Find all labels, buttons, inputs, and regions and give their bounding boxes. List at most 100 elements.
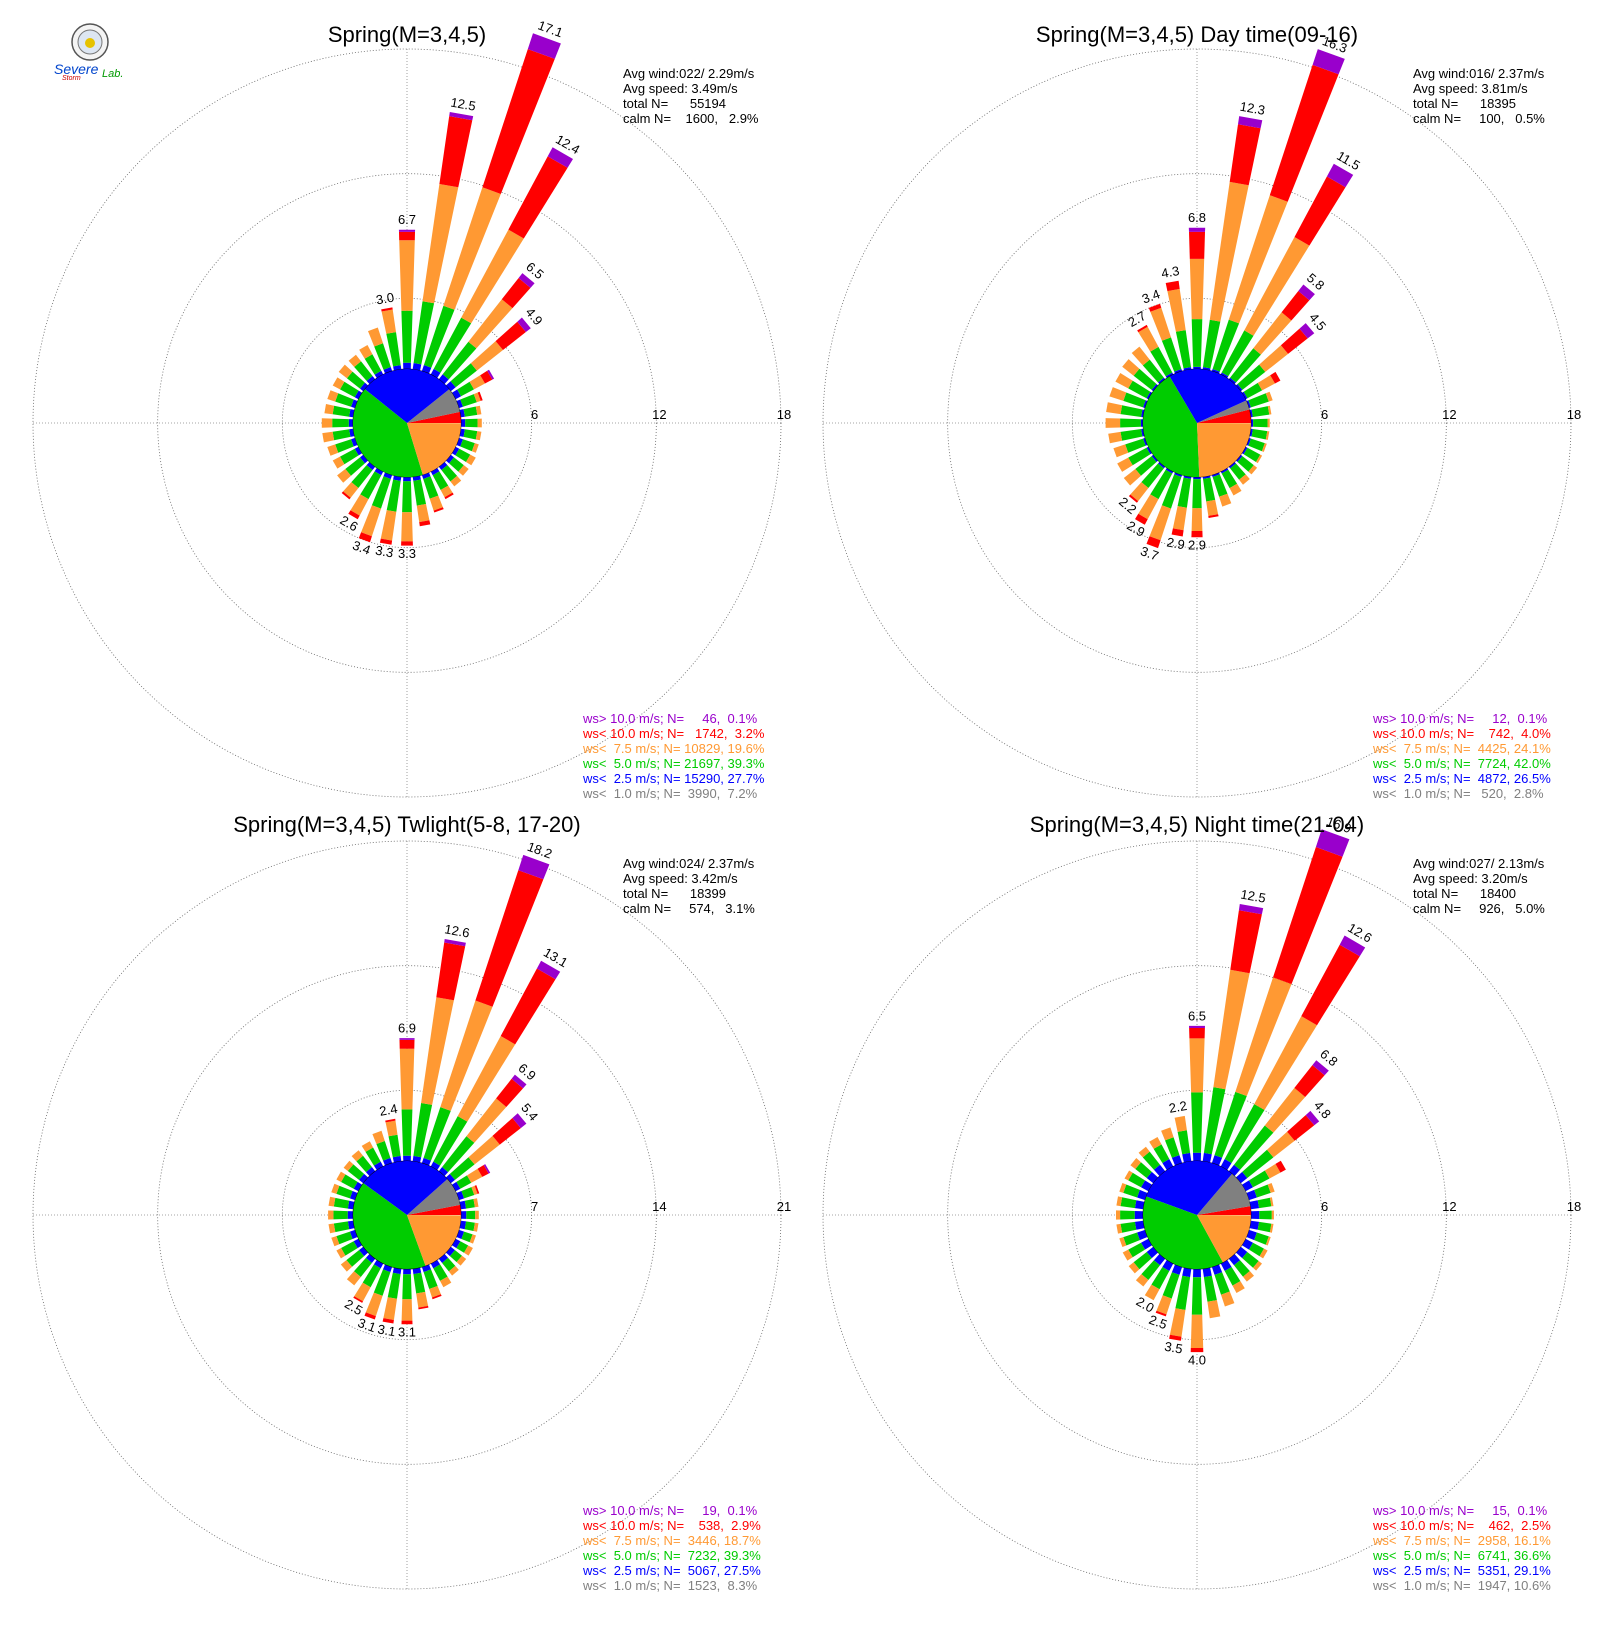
bar-segment <box>511 1074 527 1089</box>
bar-segment <box>399 1048 415 1110</box>
bar-value-label: 2.9 <box>1188 538 1206 553</box>
bar-segment <box>1248 465 1258 475</box>
direction-bar <box>1106 402 1145 418</box>
bar-segment <box>423 1107 451 1161</box>
pie-slice <box>1197 1206 1252 1215</box>
bar-segment <box>346 371 365 389</box>
bar-segment <box>1123 1184 1140 1198</box>
ring-label: 12 <box>1442 407 1456 422</box>
bar-segment <box>353 1238 363 1249</box>
bar-segment <box>1257 375 1275 391</box>
bar-segment <box>459 409 465 418</box>
bar-segment <box>464 1199 475 1209</box>
stat-line: calm N= 100, 0.5% <box>1413 111 1545 126</box>
bar-segment <box>1169 1334 1182 1341</box>
bar-segment <box>335 439 354 453</box>
bar-segment <box>1146 536 1161 549</box>
bar-segment <box>423 1269 438 1289</box>
bar-segment <box>473 392 481 403</box>
bar-segment <box>1214 1272 1230 1295</box>
bar-segment <box>402 481 412 513</box>
bar-segment <box>401 310 413 363</box>
bar-value-label: 4.3 <box>1160 263 1180 281</box>
direction-bar <box>451 446 476 466</box>
bar-segment <box>1234 1260 1250 1277</box>
bar-segment <box>421 365 432 374</box>
bar-segment <box>1294 176 1346 246</box>
bar-segment <box>1138 494 1159 520</box>
bar-segment <box>385 1120 398 1137</box>
bar-segment <box>1305 1110 1320 1126</box>
pie-slice <box>353 1183 426 1269</box>
legend-entry: ws< 10.0 m/s; N= 1742, 3.2% <box>582 726 765 741</box>
bar-segment <box>381 307 393 312</box>
bar-segment <box>1130 1158 1141 1169</box>
bar-segment <box>446 454 454 464</box>
bar-value-label: 3.3 <box>374 543 394 561</box>
bar-segment <box>346 1250 365 1267</box>
bar-segment <box>1143 400 1148 409</box>
bar-segment <box>1156 1295 1172 1315</box>
bar-segment <box>466 1210 476 1220</box>
legend-entry: ws< 2.5 m/s; N= 5067, 27.5% <box>582 1563 761 1578</box>
bar-segment <box>1165 467 1174 474</box>
bar-segment <box>456 1241 469 1253</box>
bar-segment <box>1120 1210 1135 1220</box>
bar-value-label: 6.9 <box>398 1021 416 1036</box>
bar-segment <box>1174 369 1183 374</box>
bar-segment <box>1275 1160 1286 1173</box>
direction-bar <box>446 317 531 392</box>
direction-bar <box>1188 227 1206 369</box>
bar-segment <box>440 1000 493 1111</box>
direction-bar <box>1161 1127 1183 1166</box>
range-ring <box>1071 297 1323 549</box>
bar-segment <box>1182 1267 1192 1278</box>
bar-segment <box>1267 1183 1275 1193</box>
direction-bar <box>1249 1197 1274 1210</box>
bar-segment <box>1273 847 1343 985</box>
bar-segment <box>385 1118 396 1123</box>
bar-segment <box>335 393 354 407</box>
direction-bar <box>332 377 363 400</box>
direction-bar <box>1124 1170 1153 1192</box>
direction-bar <box>1228 462 1250 485</box>
bar-segment <box>340 381 359 398</box>
bar-segment <box>336 1231 353 1245</box>
bar-segment <box>1138 1146 1150 1158</box>
pie-slice <box>1142 376 1200 478</box>
bar-segment <box>439 116 473 188</box>
direction-bar <box>459 405 482 418</box>
direction-bar <box>336 1171 363 1192</box>
bar-segment <box>1162 1259 1174 1271</box>
direction-bar <box>1251 1210 1274 1220</box>
direction-bar <box>412 1267 429 1310</box>
bar-segment <box>1123 392 1146 408</box>
direction-bar <box>459 428 482 441</box>
bar-segment <box>1254 1184 1271 1198</box>
bar-segment <box>469 375 485 390</box>
bar-segment <box>1120 405 1143 417</box>
bar-segment <box>1246 1189 1257 1201</box>
bar-segment <box>386 332 401 367</box>
direction-bar <box>358 472 393 543</box>
bar-segment <box>460 394 477 407</box>
bar-segment <box>547 147 573 168</box>
bar-segment <box>419 520 431 527</box>
bar-value-label: 3.1 <box>356 1315 378 1335</box>
bar-segment <box>473 1198 479 1208</box>
bar-segment <box>475 870 544 1007</box>
bar-segment <box>354 390 363 400</box>
bar-segment <box>1253 312 1292 355</box>
bar-segment <box>399 1039 415 1049</box>
bar-segment <box>1220 372 1229 379</box>
bar-segment <box>536 960 561 980</box>
direction-bar <box>1241 1238 1268 1259</box>
ring-label: 6 <box>1321 407 1328 422</box>
bar-segment <box>1264 1163 1281 1179</box>
pie-slice <box>363 1161 448 1215</box>
bar-value-label: 3.1 <box>398 1325 416 1340</box>
range-ring <box>822 840 1572 1590</box>
direction-bar <box>1246 1229 1271 1246</box>
legend-entry: ws< 7.5 m/s; N= 10829, 19.6% <box>582 741 765 756</box>
bar-segment <box>379 538 393 545</box>
